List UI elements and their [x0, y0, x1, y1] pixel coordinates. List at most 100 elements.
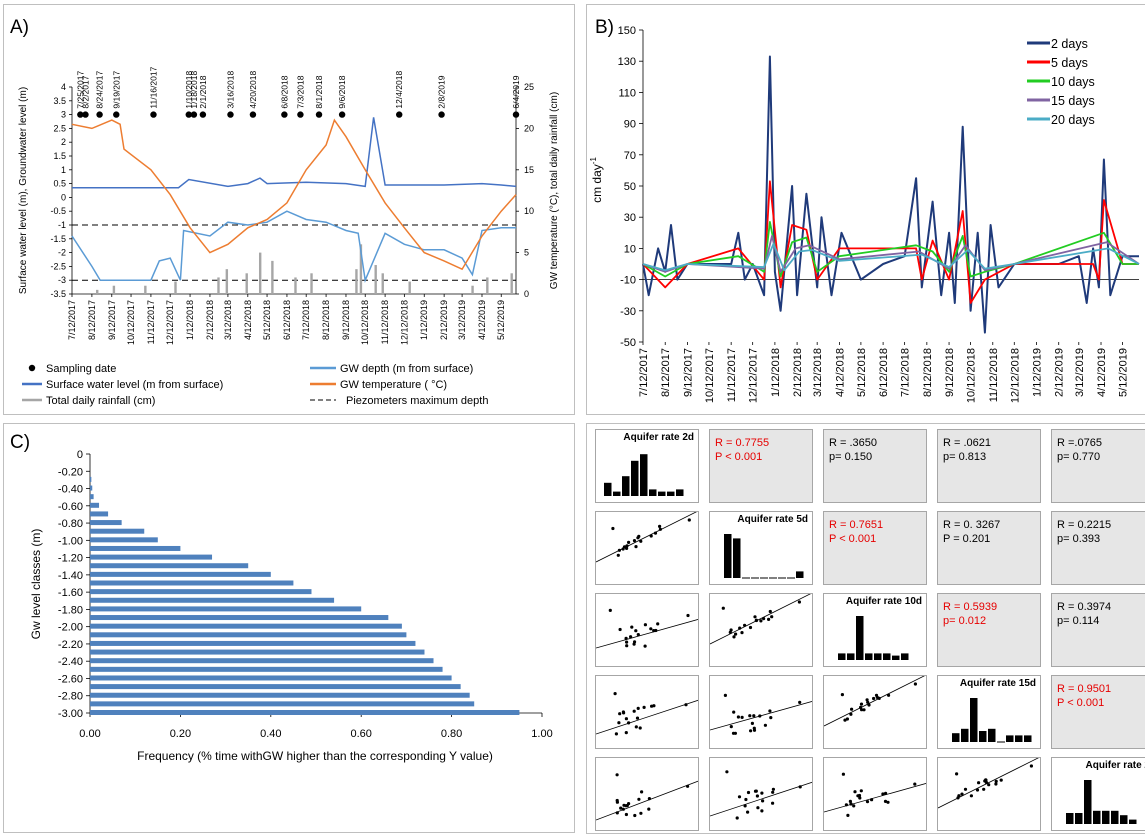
histogram-bar [988, 728, 996, 742]
scatter-point [625, 544, 629, 548]
a-x-tick-label: 4/12/2019 [477, 300, 487, 340]
a-legend-sampling-label: Sampling date [46, 363, 116, 375]
scatter-point [770, 615, 774, 619]
histogram-bar [1015, 735, 1023, 742]
c-bar [90, 554, 213, 560]
c-y-tick-label: -0.40 [58, 484, 83, 496]
scatter-fit-line [710, 594, 811, 645]
a-rainfall-bar [486, 277, 489, 294]
histogram-bar [970, 698, 978, 742]
c-bar [90, 666, 443, 672]
c-x-tick-label: 1.00 [531, 728, 552, 740]
a-left-tick-label: 0.5 [53, 179, 66, 189]
histogram-bar [961, 728, 969, 742]
scatter-point [643, 644, 647, 648]
scatter-point [771, 801, 775, 805]
scatter-svg [938, 758, 1039, 809]
a-sampling-date-label: 2/8/2019 [437, 75, 447, 108]
scatter-fit-line [596, 699, 698, 735]
a-left-tick-label: 2 [61, 137, 66, 147]
scatter-point [625, 640, 629, 644]
scatter-point [732, 710, 736, 714]
a-gw-temperature-line [71, 118, 517, 271]
a-rainfall-bar [381, 273, 384, 294]
a-gw-depth-line [71, 210, 516, 283]
c-bar [90, 632, 407, 638]
panel-b-chart: 150 130 110 90 70 50 30 10 -10 -30 -50 cm day-1 7/12… [589, 25, 1140, 403]
scatter-point [963, 787, 968, 791]
a-sampling-date-label: 7/3/2018 [295, 75, 305, 108]
scatter-point [615, 800, 619, 804]
scatter-point [798, 785, 802, 789]
scatter-point [614, 732, 618, 736]
scatter-point [849, 712, 853, 716]
b-x-tick-label: 12/12/2017 [748, 348, 760, 403]
correlation-cell: R = .3650 p= 0.150 [823, 429, 927, 503]
histogram-bar [883, 653, 891, 660]
a-sampling-date-label: 2/1/2018 [198, 75, 208, 108]
c-bar [90, 476, 92, 482]
scatter-point [635, 716, 640, 720]
scatter-point [763, 723, 767, 727]
c-bar [90, 684, 461, 690]
scatter-point [768, 709, 772, 713]
scatter-point [649, 627, 653, 631]
c-y-tick-label: -1.40 [58, 570, 83, 582]
histogram-svg [952, 698, 1032, 743]
a-x-tick-label: 12/12/2017 [165, 300, 175, 345]
a-legend-surface-label: Surface water level (m from surface) [46, 379, 223, 391]
c-x-tick-label: 0.60 [350, 728, 371, 740]
histogram-svg [604, 454, 684, 496]
scatter-point [754, 618, 758, 623]
scatter-point [725, 770, 729, 774]
scatter-point [647, 807, 651, 811]
scatter-point [636, 633, 640, 637]
histogram-bar [658, 491, 666, 496]
b-y-axis-label: cm day-1 [589, 157, 604, 203]
scatter-point [852, 804, 856, 808]
b-y-tick-label: 50 [624, 181, 636, 193]
a-sampling-date-marker [438, 111, 445, 118]
histogram-title: Aquifer rate 10d [845, 596, 922, 607]
scatter-point [761, 799, 765, 803]
a-x-tick-label: 4/12/2018 [243, 300, 253, 340]
scatter-fit-line [824, 676, 925, 727]
c-x-tick-label: 0.80 [441, 728, 462, 740]
b-legend-label-1: 2 days [1051, 37, 1088, 51]
c-y-tick-label: -2.80 [58, 691, 83, 703]
c-y-tick-label: -0.80 [58, 518, 83, 530]
panel-c: C) 0 -0.20 -0.40 -0.60 -0.80 -1.00 -1.20 -1.40 -… [3, 423, 575, 833]
scatter-fit-line [824, 783, 926, 813]
scatter-svg [710, 770, 812, 820]
b-legend-label-3: 10 days [1051, 75, 1095, 89]
scatter-point [870, 798, 874, 802]
scatter-point [884, 791, 888, 795]
a-sampling-date-label: 1/10/2018 [184, 71, 194, 109]
scatter-point [737, 795, 742, 799]
a-right-tick-label: 20 [524, 123, 534, 133]
c-bar [90, 589, 312, 595]
scatter-point [647, 797, 651, 801]
a-left-tick-label: 2.5 [53, 123, 66, 133]
a-left-axis-label: Surface water level (m), Groundwater lev… [18, 87, 29, 294]
c-bar [90, 571, 271, 577]
c-bar [90, 692, 470, 698]
a-left-tick-label: 1 [61, 165, 66, 175]
c-bar [90, 675, 452, 681]
panel-b: B) 150 130 110 90 70 50 30 10 -10 -30 -50 cm day-1 7… [586, 4, 1145, 415]
b-x-tick-label: 12/12/2018 [1009, 348, 1021, 403]
a-surface-water-line [72, 117, 517, 189]
histogram-bar [1120, 815, 1128, 824]
b-x-tick-label: 3/12/2018 [812, 348, 824, 397]
scatter-point [755, 794, 759, 798]
histogram-bar [640, 454, 648, 496]
a-left-tick-label: 3.5 [53, 96, 66, 106]
scatter-point [642, 705, 646, 709]
correlation-text: R = 0.3974 p= 0.114 [1057, 601, 1112, 627]
scatter-point [636, 536, 640, 540]
b-series-line-2 [642, 180, 1139, 304]
b-x-tick-label: 2/12/2019 [1054, 348, 1066, 397]
correlation-text: R = 0.7651 P < 0.001 [829, 519, 884, 545]
a-sampling-date-marker [113, 111, 120, 118]
c-x-tick-label: 0.20 [170, 728, 191, 740]
